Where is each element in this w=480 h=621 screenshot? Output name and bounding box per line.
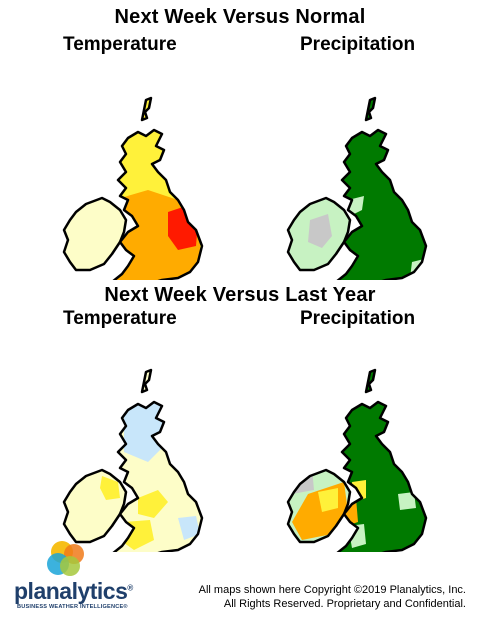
label-temperature-top: Temperature [63, 34, 177, 55]
label-precipitation-bottom: Precipitation [300, 308, 416, 329]
map-precipitation-vs-normal [252, 50, 452, 280]
copyright-line-2: All Rights Reserved. Proprietary and Con… [223, 598, 466, 610]
planalytics-wordmark: planalytics® [14, 578, 133, 604]
label-precipitation-top: Precipitation [300, 34, 416, 55]
planalytics-tagline: BUSINESS WEATHER INTELLIGENCE® [17, 604, 128, 610]
copyright-line-1: All maps shown here Copyright ©2019 Plan… [198, 584, 466, 596]
heading-next-week-vs-normal: Next Week Versus Normal [114, 6, 366, 28]
copyright-notice: All maps shown here Copyright ©2019 Plan… [199, 583, 466, 611]
map-temperature-vs-normal [28, 50, 228, 280]
planalytics-logo-icon [47, 541, 84, 576]
heading-next-week-vs-last-year: Next Week Versus Last Year [104, 284, 376, 306]
label-temperature-bottom: Temperature [63, 308, 177, 329]
map-precipitation-vs-last-year [252, 322, 452, 552]
map-temperature-vs-last-year [28, 322, 228, 552]
planalytics-logo: planalytics® BUSINESS WEATHER INTELLIGEN… [14, 538, 134, 614]
